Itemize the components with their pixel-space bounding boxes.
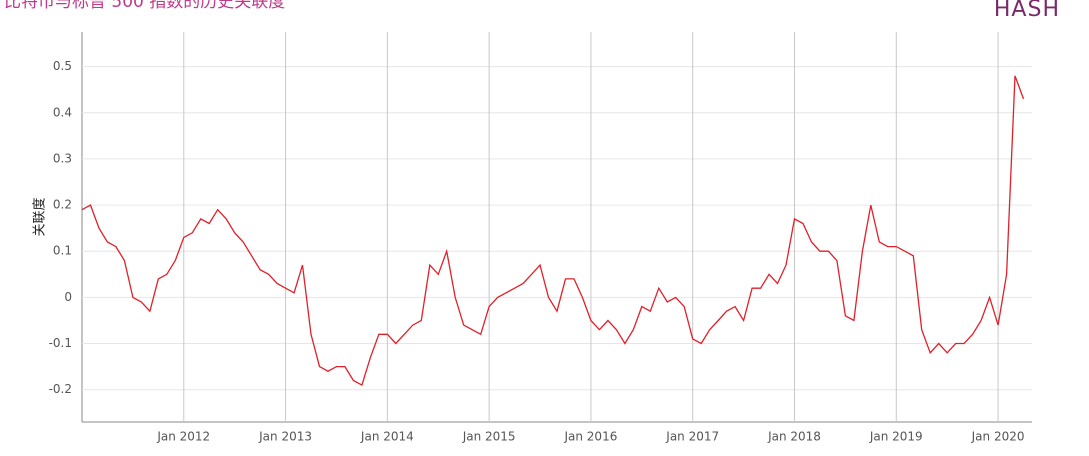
y-tick-label: 0.5 xyxy=(53,59,72,73)
y-axis-label: 关联度 xyxy=(32,197,48,236)
chart-title: 比特币与标普 500 指数的历史关联度 xyxy=(4,0,285,12)
x-tick-label: Jan 2020 xyxy=(971,430,1025,444)
logo: HASH xyxy=(994,0,1060,22)
x-tick-label: Jan 2012 xyxy=(156,430,210,444)
data-line xyxy=(81,75,1025,387)
y-tick-label: 0.2 xyxy=(53,198,72,212)
y-tick-label: -0.1 xyxy=(49,336,72,350)
x-tick-label: Jan 2014 xyxy=(360,430,414,444)
x-tick-label: Jan 2018 xyxy=(767,430,821,444)
y-tick-label: 0 xyxy=(64,290,72,304)
x-tick-label: Jan 2019 xyxy=(869,430,923,444)
y-tick-label: 0.4 xyxy=(53,105,72,119)
y-tick-label: -0.2 xyxy=(49,382,72,396)
x-tick-label: Jan 2015 xyxy=(462,430,516,444)
y-tick-label: 0.3 xyxy=(53,151,72,165)
x-tick-label: Jan 2016 xyxy=(563,430,617,444)
y-tick-label: 0.1 xyxy=(53,244,72,258)
x-tick-label: Jan 2013 xyxy=(258,430,312,444)
x-tick-label: Jan 2017 xyxy=(665,430,719,444)
